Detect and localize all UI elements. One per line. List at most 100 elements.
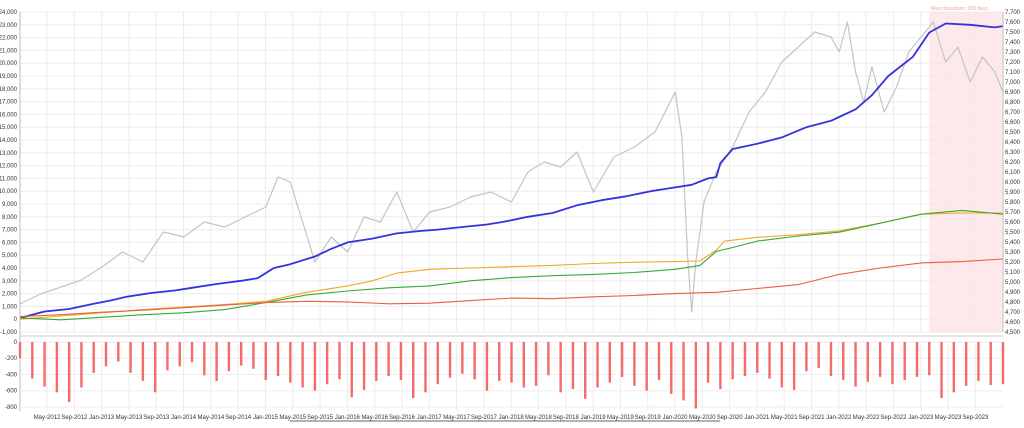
y-right-tick-label: 5,800 (1005, 200, 1021, 206)
x-tick-label: Sep-2022 (880, 415, 907, 421)
drawdown-bar (203, 342, 206, 376)
drawdown-bar (239, 342, 243, 366)
y-left-tick-label: 0 (14, 317, 18, 323)
x-tick-label: May-2020 (689, 415, 716, 421)
drawdown-bar (252, 342, 255, 369)
drawdown-bar (338, 342, 341, 380)
x-tick-label: Jan-2017 (417, 415, 443, 421)
x-tick-label: Jan-2019 (581, 415, 607, 421)
drawdown-bar (362, 342, 366, 390)
drawdown-bar (153, 342, 157, 393)
y-left-tick-label: 9,000 (2, 202, 18, 208)
drawdown-bars (18, 342, 1005, 409)
drawdown-bar (682, 342, 685, 401)
axis-labels: -1,000 0 1,000 2,000 3,000 4,000 5,000 6,000 7,0… (0, 10, 1021, 411)
x-tick-label: Sep-2020 (717, 415, 744, 421)
x-tick-label: Jan-2015 (253, 415, 279, 421)
y-left-tick-label: 2,000 (2, 292, 18, 298)
drawdown-bar (215, 342, 218, 381)
drawdown-bar (571, 342, 575, 390)
drawdown-bar (903, 342, 906, 381)
y-left-tick-label: -1,000 (0, 330, 18, 336)
y-right-tick-label: 4,700 (1005, 310, 1021, 316)
drawdown-bar (780, 342, 784, 388)
x-tick-label: May-2022 (853, 415, 880, 421)
y-right-tick-label: 5,900 (1005, 190, 1021, 196)
y-right-tick-label: 7,300 (1005, 50, 1021, 56)
drawdown-bar (117, 342, 120, 362)
drawdown-bar (633, 342, 636, 386)
y-right-tick-label: 5,400 (1005, 240, 1021, 246)
x-tick-label: Jan-2021 (744, 415, 770, 421)
y-right-tick-label: 6,900 (1005, 90, 1021, 96)
y-left-tick-label: 17,000 (0, 100, 18, 106)
drawdown-bar (166, 342, 169, 371)
drawdown-bar (43, 342, 46, 387)
drawdown-bar (55, 342, 59, 393)
y-left-tick-label: 15,000 (0, 125, 18, 131)
y-right-tick-label: 7,400 (1005, 40, 1021, 46)
drawdown-bar (940, 342, 943, 399)
drawdown-bar (264, 342, 267, 381)
x-tick-label: Jan-2023 (908, 415, 934, 421)
y-left-tick-label: 13,000 (0, 151, 18, 157)
y-left-tick-label: 10,000 (0, 189, 18, 195)
drawdown-bar (817, 342, 820, 368)
x-tick-label: May-2013 (116, 415, 143, 421)
y-right-tick-label: 5,000 (1005, 280, 1021, 286)
drawdown-bar (743, 342, 747, 377)
drawdown-bar (866, 342, 870, 382)
y-right-tick-label: 4,800 (1005, 300, 1021, 306)
drawdown-bar (92, 342, 95, 373)
y-left-tick-label: 8,000 (2, 215, 18, 221)
drawdown-bar (276, 342, 280, 377)
y-left-tick-label: 21,000 (0, 48, 18, 54)
gray-benchmark-line (19, 21, 1004, 313)
orange-equity-line (19, 212, 1003, 320)
x-tick-label: Sep-2012 (61, 415, 88, 421)
x-tick-label: May-2017 (443, 415, 470, 421)
equity-lines (19, 21, 1004, 321)
drawdown-bar (645, 342, 648, 391)
drawdown-bar (964, 342, 968, 386)
drawdown-bar (854, 342, 857, 387)
drawdown-bar (190, 342, 194, 363)
drawdown-bar (547, 342, 550, 376)
drawdown-bar (448, 342, 452, 378)
y-right-tick-label: 5,200 (1005, 260, 1021, 266)
x-tick-label: Sep-2016 (389, 415, 416, 421)
drawdown-bar (178, 342, 181, 367)
drawdown-highlight (929, 12, 1003, 332)
x-tick-label: Sep-2017 (471, 415, 498, 421)
x-tick-label: May-2015 (279, 415, 306, 421)
y-right-tick-label: 5,300 (1005, 250, 1021, 256)
y-right-tick-label: 6,100 (1005, 170, 1021, 176)
drawdown-bar (313, 342, 317, 391)
y-left-tick-label: 24,000 (0, 10, 18, 16)
drawdown-tick-label: -600 (5, 389, 18, 395)
y-left-tick-label: 12,000 (0, 164, 18, 170)
y-left-tick-label: 5,000 (2, 253, 18, 259)
red-equity-line (19, 258, 1004, 318)
drawdown-bar (325, 342, 329, 385)
drawdown-tick-label: -800 (5, 405, 18, 411)
y-right-tick-label: 6,800 (1005, 100, 1021, 106)
drawdown-bar (510, 342, 513, 383)
x-tick-label: Sep-2021 (798, 415, 825, 421)
y-left-tick-label: 18,000 (0, 87, 18, 93)
drawdown-label: Max drawdown: 359 days (931, 6, 988, 12)
drawdown-bar (104, 342, 108, 367)
y-right-tick-label: 4,900 (1005, 290, 1021, 296)
drawdown-bar (915, 342, 919, 377)
drawdown-bar (289, 342, 292, 383)
drawdown-bar (891, 342, 894, 385)
drawdown-bar (878, 342, 882, 377)
y-right-tick-label: 6,600 (1005, 120, 1021, 126)
y-left-tick-label: 1,000 (2, 304, 18, 310)
drawdown-bar (534, 342, 538, 386)
x-tick-label: May-2023 (935, 415, 962, 421)
drawdown-tick-label: -400 (5, 372, 18, 378)
drawdown-tick-label: -200 (5, 356, 18, 362)
drawdown-bar (129, 342, 132, 373)
